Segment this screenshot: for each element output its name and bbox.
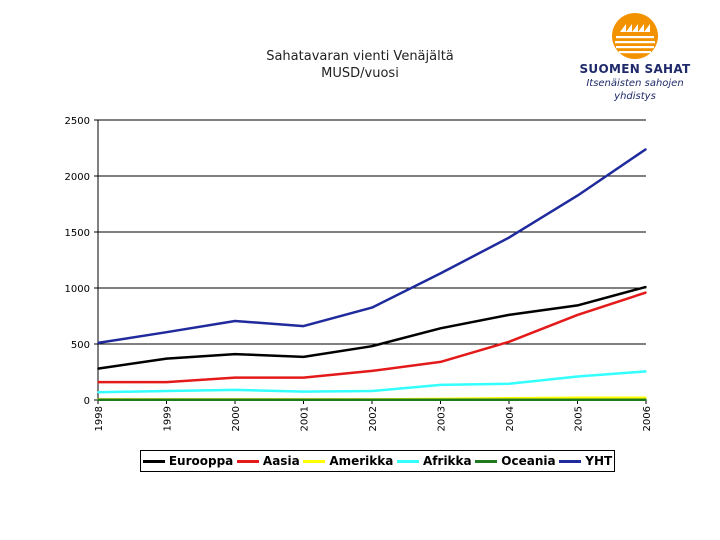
data-point-eurooppa [234,353,236,355]
data-point-aasia [645,291,647,294]
chart-title-line2: MUSD/vuosi [321,66,399,81]
suomen-sahat-logo: SUOMEN SAHAT Itsenäisten sahojen yhdisty… [560,12,710,112]
data-point-afrikka [576,375,579,378]
logo-emblem-icon [612,13,658,59]
data-point-aasia [165,381,168,383]
y-tick-label: 0 [84,396,90,407]
data-point-yht [234,320,236,322]
line-chart: 0 500 1000 1500 2000 2500 1998 1999 2000 2001 200… [65,116,653,431]
legend-label: Aasia [262,454,300,468]
data-point-yht [165,331,168,334]
y-tick-label: 500 [71,340,90,351]
x-tick-label: 2003 [437,406,448,431]
legend-swatch [236,459,259,463]
data-point-afrikka [165,390,168,392]
y-tick-label: 1500 [65,228,90,239]
legend-label: Eurooppa [168,454,234,468]
data-point-oceania [576,398,579,401]
series-line-yht [97,148,647,345]
data-point-yht [508,236,510,239]
x-tick-label: 2002 [368,406,379,431]
y-tick-labels: 0 500 1000 1500 2000 2500 [65,116,90,407]
x-tick-label: 2005 [574,406,585,431]
data-point-afrikka [439,384,442,386]
chart-title: Sahatavaran vienti Venäjältä MUSD/vuosi [200,48,520,82]
data-point-afrikka [645,370,647,373]
data-point-yht [576,194,579,197]
legend-label: Afrikka [423,454,472,468]
x-tick-label: 2001 [300,406,311,431]
x-tick-label: 2004 [505,406,516,431]
data-point-oceania [165,398,168,401]
data-point-oceania [97,398,99,401]
data-point-yht [439,272,442,275]
data-point-aasia [371,370,373,372]
logo-name: SUOMEN SAHAT [579,62,691,76]
legend-swatch [559,459,582,463]
data-point-amerikka [576,396,579,399]
data-point-aasia [576,314,579,316]
data-point-aasia [439,361,442,363]
series-line-aasia [98,291,647,384]
data-point-eurooppa [165,357,168,360]
data-point-aasia [302,376,305,379]
legend-label: Amerikka [329,454,394,468]
legend-swatch [397,459,420,463]
x-tick-label: 1998 [94,406,105,431]
x-tick-label: 2000 [231,406,242,431]
legend-swatch [303,459,326,463]
chart-title-line1: Sahatavaran vienti Venäjältä [266,49,454,64]
logo-subtitle-line1: Itsenäisten sahojen [586,78,684,89]
data-point-afrikka [234,389,236,391]
legend-item-amerikka: Amerikka [303,454,393,468]
data-point-afrikka [302,390,305,393]
x-tick-label: 1999 [163,406,174,431]
data-point-oceania [508,398,510,401]
x-tick-label: 2006 [642,406,653,431]
series-lines [97,148,647,402]
data-point-eurooppa [371,345,373,348]
data-point-yht [97,342,99,344]
data-point-oceania [371,398,373,401]
series-line-eurooppa [97,285,647,370]
data-point-eurooppa [508,314,510,316]
data-point-eurooppa [97,367,99,370]
data-point-oceania [645,398,647,401]
data-point-eurooppa [576,304,579,307]
legend-swatch [475,459,498,463]
legend-item-yht: YHT [559,454,612,468]
data-point-afrikka [97,391,99,393]
legend-item-eurooppa: Eurooppa [142,454,234,468]
legend: Eurooppa Aasia Amerikka Afrikka Oceania YHT [140,450,615,472]
data-point-oceania [439,398,442,401]
data-point-amerikka [645,396,647,399]
data-point-eurooppa [645,286,647,288]
logo-subtitle-line2: yhdistys [614,91,656,102]
legend-swatch [142,459,165,463]
legend-item-aasia: Aasia [236,454,300,468]
data-point-aasia [508,340,510,343]
data-point-yht [371,306,373,309]
y-tick-label: 1000 [65,284,90,295]
axes [94,119,647,404]
data-point-afrikka [508,382,510,385]
data-point-oceania [302,398,305,401]
data-point-aasia [97,381,99,383]
data-point-eurooppa [439,327,442,330]
data-point-eurooppa [302,356,305,358]
y-tick-label: 2500 [65,116,90,127]
legend-item-afrikka: Afrikka [397,454,472,468]
legend-label: Oceania [501,454,556,468]
data-point-yht [302,325,305,327]
legend-item-oceania: Oceania [475,454,556,468]
data-point-oceania [234,398,236,401]
data-point-afrikka [371,390,373,392]
x-tick-labels: 1998 1999 2000 2001 2002 2003 2004 2005 2006 [94,406,653,431]
y-tick-label: 2000 [65,172,90,183]
legend-label: YHT [585,454,613,468]
data-point-yht [645,148,647,150]
data-point-aasia [234,376,236,379]
